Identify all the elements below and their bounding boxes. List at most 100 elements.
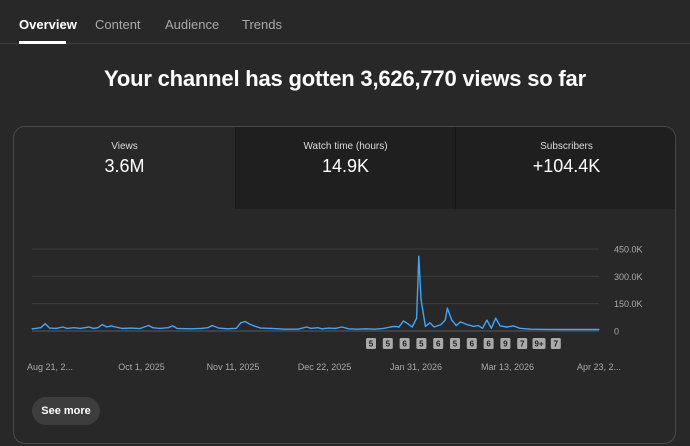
- data-point: [490, 327, 492, 329]
- views-chart: 450.0K 300.0K 150.0K 0 Aug 21, 2... Oct 1, 20…: [27, 245, 643, 373]
- y-tick-label: 0: [614, 327, 619, 337]
- metric-value: +104.4K: [532, 156, 601, 176]
- metric-label: Subscribers: [540, 141, 593, 152]
- metric-label: Watch time (hours): [303, 141, 388, 152]
- metric-subscribers[interactable]: Subscribers +104.4K: [455, 127, 675, 209]
- data-point: [420, 298, 422, 300]
- see-more-button[interactable]: See more: [32, 397, 100, 425]
- data-point: [433, 326, 435, 328]
- data-point: [486, 319, 488, 321]
- data-point: [66, 327, 68, 329]
- data-point: [158, 327, 161, 329]
- video-marker-count: 6: [436, 340, 441, 349]
- data-point: [200, 327, 202, 329]
- data-point: [49, 327, 51, 329]
- data-point: [310, 327, 312, 329]
- data-point: [79, 327, 81, 329]
- data-point: [356, 328, 358, 330]
- metric-value: 14.9K: [321, 156, 370, 176]
- data-point: [218, 327, 220, 329]
- data-point: [235, 327, 237, 329]
- video-marker-count: 7: [554, 340, 559, 349]
- data-point: [402, 320, 404, 322]
- active-tab-indicator: [19, 41, 66, 44]
- video-marker: [532, 338, 546, 349]
- video-marker: [382, 338, 393, 349]
- data-point: [374, 328, 376, 330]
- data-point: [317, 327, 319, 329]
- data-point: [598, 328, 600, 331]
- data-point: [365, 328, 367, 330]
- video-marker: [500, 338, 511, 349]
- data-point: [139, 328, 141, 330]
- data-point: [473, 325, 475, 327]
- data-point: [88, 326, 90, 328]
- x-tick-label: Aug 21, 2...: [27, 362, 73, 372]
- data-point: [130, 327, 132, 329]
- data-point: [40, 327, 42, 329]
- metric-value: 3.6M: [104, 156, 145, 176]
- data-point: [253, 325, 255, 327]
- data-point: [394, 325, 396, 327]
- data-point: [110, 325, 112, 327]
- data-point: [167, 327, 169, 329]
- video-marker: [466, 338, 477, 349]
- data-point: [451, 319, 453, 321]
- data-point: [545, 328, 547, 330]
- y-tick-label: 150.0K: [614, 299, 643, 309]
- data-point: [306, 326, 308, 328]
- data-point: [92, 327, 95, 329]
- data-point: [446, 307, 448, 309]
- views-series-line: [31, 255, 599, 331]
- data-point: [459, 321, 462, 323]
- video-marker-count: 6: [402, 340, 407, 349]
- video-marker: [517, 338, 528, 349]
- x-tick-label: Oct 1, 2025: [118, 362, 165, 372]
- x-tick-label: Nov 11, 2025: [207, 362, 260, 372]
- data-point: [176, 327, 178, 329]
- video-marker: [450, 338, 460, 349]
- data-point: [270, 327, 273, 329]
- tab-overview[interactable]: Overview: [19, 17, 77, 32]
- data-point: [35, 327, 37, 329]
- data-point: [328, 327, 330, 329]
- tab-audience[interactable]: Audience: [165, 17, 220, 32]
- data-point: [97, 327, 99, 329]
- metric-label: Views: [111, 141, 138, 152]
- data-point: [211, 324, 213, 327]
- data-point: [114, 326, 117, 328]
- video-marker: [366, 338, 376, 349]
- video-marker-count: 9: [503, 340, 508, 349]
- data-point: [73, 327, 75, 329]
- tab-trends[interactable]: Trends: [242, 17, 282, 32]
- video-marker: [550, 338, 561, 349]
- data-point: [495, 317, 497, 319]
- data-point: [418, 255, 420, 257]
- data-point: [407, 323, 409, 325]
- metric-views[interactable]: Views 3.6M: [14, 127, 235, 209]
- data-point: [240, 322, 242, 324]
- page-title: Your channel has gotten 3,626,770 views …: [104, 66, 586, 91]
- tab-content[interactable]: Content: [95, 17, 141, 32]
- data-point: [152, 327, 154, 329]
- data-point: [389, 326, 391, 328]
- data-point: [244, 320, 246, 323]
- video-marker-count: 6: [470, 340, 475, 349]
- video-marker-count: 7: [520, 340, 525, 349]
- data-point: [506, 326, 508, 328]
- data-point: [62, 326, 64, 328]
- data-point: [284, 328, 286, 330]
- data-point: [519, 327, 521, 329]
- data-point: [429, 322, 431, 324]
- data-point: [444, 319, 446, 321]
- data-point: [563, 328, 565, 331]
- tab-bar: Overview Content Audience Trends: [0, 0, 690, 44]
- data-point: [411, 326, 413, 328]
- data-point: [481, 327, 484, 329]
- metric-watch-time[interactable]: Watch time (hours) 14.9K: [235, 127, 455, 209]
- data-point: [249, 323, 251, 325]
- data-point: [101, 324, 103, 326]
- data-point: [424, 325, 426, 327]
- data-point: [44, 323, 46, 325]
- data-point: [466, 324, 468, 326]
